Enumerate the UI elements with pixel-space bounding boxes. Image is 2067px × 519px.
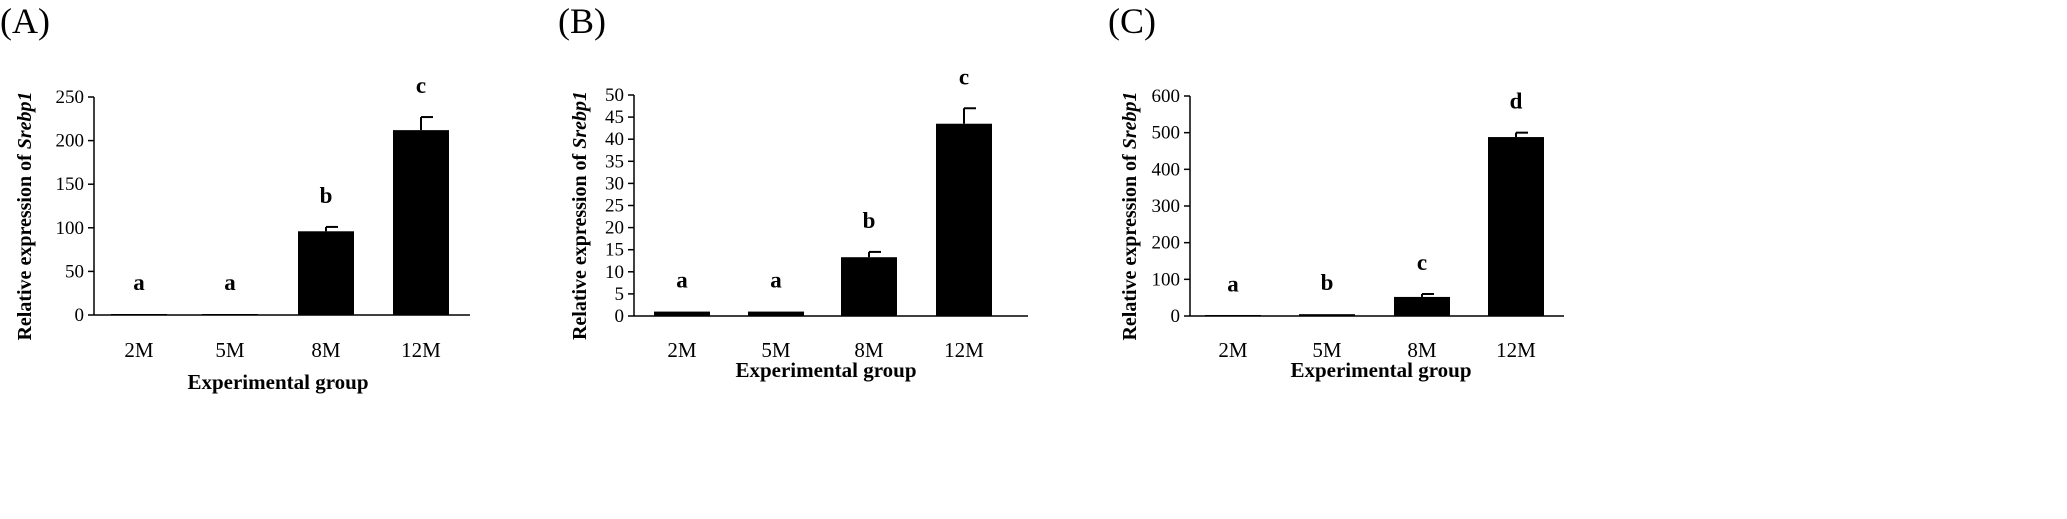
significance-label: d: [1510, 89, 1523, 114]
bar: [1299, 314, 1355, 316]
y-axis-label-gene: Srebp1: [14, 91, 36, 149]
x-tick-label: 5M: [1312, 338, 1342, 362]
bar: [1488, 137, 1544, 316]
y-tick-label: 10: [605, 262, 624, 283]
x-axis-label: Experimental group: [735, 358, 916, 382]
panel-label: (C): [1108, 1, 1156, 41]
y-tick-label: 25: [605, 196, 624, 217]
y-axis-label-gene: Srebp1: [1119, 91, 1141, 149]
y-tick-label: 50: [65, 261, 84, 282]
y-tick-label: 0: [75, 305, 85, 326]
y-tick-label: 200: [56, 131, 85, 152]
y-tick-label: 400: [1152, 159, 1181, 180]
y-tick-label: 30: [605, 173, 624, 194]
y-axis-label-prefix: Relative expression of: [569, 149, 591, 340]
bar: [298, 231, 354, 315]
y-tick-label: 200: [1152, 233, 1181, 254]
bar: [393, 130, 449, 315]
y-tick-label: 5: [615, 284, 625, 305]
y-tick-label: 50: [605, 85, 624, 106]
y-tick-label: 15: [605, 240, 624, 261]
x-tick-label: 12M: [1496, 338, 1536, 362]
x-tick-label: 2M: [1218, 338, 1248, 362]
significance-label: c: [1417, 250, 1427, 275]
y-tick-label: 500: [1152, 123, 1181, 144]
bar: [748, 311, 804, 316]
panel-label: (A): [0, 1, 50, 41]
bar: [1394, 296, 1450, 316]
y-axis-label: Relative expression of Srebp1: [569, 91, 591, 340]
significance-label: a: [224, 270, 236, 295]
panel-label: (B): [558, 1, 606, 41]
significance-label: a: [133, 270, 145, 295]
y-tick-label: 40: [605, 129, 624, 150]
y-axis-label-prefix: Relative expression of: [1119, 149, 1141, 340]
y-tick-label: 0: [1171, 306, 1181, 327]
y-tick-label: 0: [615, 306, 625, 327]
x-tick-label: 5M: [215, 338, 245, 362]
x-tick-label: 2M: [124, 338, 154, 362]
significance-label: b: [1321, 270, 1334, 295]
bar: [1205, 315, 1261, 316]
significance-label: b: [320, 183, 333, 208]
x-tick-label: 12M: [401, 338, 441, 362]
bar: [841, 257, 897, 316]
x-tick-label: 2M: [667, 338, 697, 362]
y-tick-label: 100: [56, 218, 85, 239]
x-tick-label: 12M: [944, 338, 984, 362]
y-tick-label: 300: [1152, 196, 1181, 217]
y-tick-label: 100: [1152, 269, 1181, 290]
y-tick-label: 150: [56, 174, 85, 195]
y-tick-label: 45: [605, 107, 624, 128]
significance-label: c: [959, 64, 969, 89]
y-axis-label-gene: Srebp1: [569, 91, 591, 149]
x-tick-label: 8M: [1407, 338, 1437, 362]
y-axis-label-prefix: Relative expression of: [14, 149, 36, 340]
x-tick-label: 8M: [854, 338, 884, 362]
y-axis-label: Relative expression of Srebp1: [14, 91, 36, 340]
significance-label: a: [1227, 272, 1239, 297]
bar: [202, 314, 258, 315]
bar: [654, 311, 710, 316]
x-tick-label: 5M: [761, 338, 791, 362]
significance-label: a: [676, 268, 688, 293]
significance-label: b: [863, 208, 876, 233]
x-axis-label: Experimental group: [187, 370, 368, 394]
y-tick-label: 250: [56, 87, 85, 108]
chart-panel-c: (C) 0 100 200 300 400 500 600 a 2M b 5M c 8M d 12M Exper…: [1108, 1, 1564, 382]
x-tick-label: 8M: [311, 338, 341, 362]
y-axis-label: Relative expression of Srebp1: [1119, 91, 1141, 340]
significance-label: a: [770, 268, 782, 293]
y-tick-label: 600: [1152, 86, 1181, 107]
chart-panel-a: (A) 0 50 100 150 200 250 a 2M a 5M b 8M c 12M Experimen…: [0, 1, 470, 394]
bar: [936, 123, 992, 316]
significance-label: c: [416, 73, 426, 98]
y-tick-label: 20: [605, 218, 624, 239]
x-axis-label: Experimental group: [1290, 358, 1471, 382]
bar: [111, 314, 167, 315]
y-tick-label: 35: [605, 151, 624, 172]
